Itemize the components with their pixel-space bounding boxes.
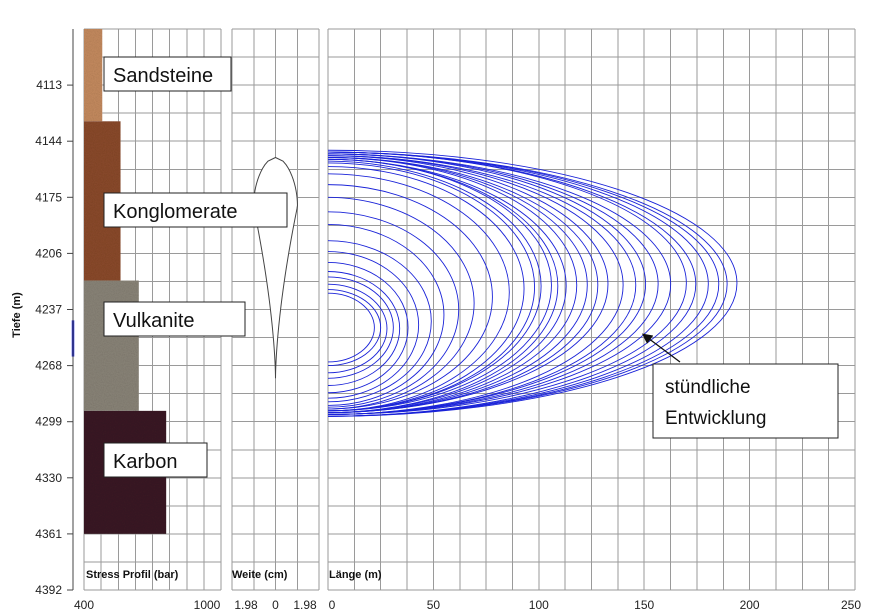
x-tick-label-length: 250: [841, 598, 861, 612]
fracture-curve: [327, 162, 535, 412]
fracture-curve: [327, 158, 567, 414]
fracture-curve: [327, 262, 409, 394]
fracture-curve: [327, 292, 375, 363]
lithology-label-vulkanite: Vulkanite: [113, 310, 195, 332]
panel-label-length: Länge (m): [329, 569, 382, 581]
lithology-label-karbon: Karbon: [113, 451, 178, 473]
y-tick-label: 4361: [35, 527, 62, 541]
fracture-curve: [327, 157, 599, 414]
fracture-curve: [327, 157, 578, 414]
aperture-profile: [253, 156, 298, 379]
fracture-curve: [327, 211, 460, 408]
y-tick-label: 4113: [36, 78, 62, 92]
x-tick-label-length: 0: [329, 598, 336, 612]
x-tick-label-length: 200: [740, 598, 760, 612]
fracture-curve: [327, 196, 475, 410]
x-tick-label-length: 50: [427, 598, 441, 612]
x-tick-label-stress: 400: [74, 598, 94, 612]
fracture-curve: [327, 153, 672, 415]
fracture-curve: [327, 153, 659, 415]
fracture-curve: [327, 151, 697, 417]
fracture-curve: [327, 240, 432, 403]
stress-bar-sandsteine: [84, 29, 103, 122]
width-panel: [253, 156, 298, 379]
lithology-labels: Sandsteine Konglomerate Vulkanite Karbon: [103, 56, 288, 478]
y-tick-label: 4392: [35, 583, 62, 597]
y-tick-label: 4144: [35, 134, 62, 148]
fracture-curve: [327, 149, 738, 417]
fracture-curve: [327, 158, 552, 412]
lithology-label-konglomerate: Konglomerate: [113, 201, 238, 223]
panel-label-stress: Stress Profil (bar): [86, 569, 179, 581]
annotation-arrow: [641, 333, 681, 363]
fracture-curve: [327, 166, 525, 412]
annotation-box: [652, 363, 839, 439]
fracture-curve: [327, 151, 687, 415]
fracture-curve: [327, 276, 394, 379]
axes: 4113 4144 4175 4206 4237 4268 4299 4330 4361 4392…: [35, 29, 861, 612]
fracture-curve: [327, 157, 588, 414]
stress-bar-vulkanite: [84, 280, 139, 411]
lithology-label-sandsteine: Sandsteine: [113, 65, 213, 87]
fracture-curve: [327, 158, 559, 414]
fracture-curve: [327, 289, 382, 367]
fracture-curve: [327, 151, 728, 417]
x-tick-label-width: 1.98: [293, 598, 317, 612]
annotation-line-2: Entwicklung: [665, 408, 766, 429]
fracture-curve: [327, 283, 388, 374]
fracture-curve: [327, 271, 401, 386]
x-tick-label-width: 1.98: [234, 598, 258, 612]
fracture-curve: [327, 155, 609, 414]
length-panel: [327, 149, 738, 417]
fracture-curve: [327, 155, 637, 415]
y-axis-label: Tiefe (m): [11, 292, 23, 338]
y-tick-label: 4299: [35, 415, 62, 429]
y-tick-label: 4330: [35, 471, 62, 485]
fracture-curve: [327, 224, 445, 406]
fracture-curve: [327, 155, 624, 415]
fracture-curve: [327, 184, 493, 410]
label-box-sandsteine: [103, 56, 232, 92]
x-tick-label-width: 0: [272, 598, 279, 612]
annotation-development: stündliche Entwicklung: [641, 333, 839, 439]
fracture-curve: [327, 173, 510, 412]
x-tick-label-length: 150: [634, 598, 654, 612]
fracture-curve: [327, 160, 542, 412]
fracture-curve: [327, 153, 647, 415]
y-tick-label: 4268: [35, 359, 62, 373]
fracture-curve: [327, 251, 420, 399]
y-tick-label: 4237: [35, 303, 62, 317]
fracture-curve: [327, 151, 720, 417]
x-tick-label-stress: 1000: [194, 598, 221, 612]
panel-label-width: Weite (cm): [232, 569, 288, 581]
fracture-curve: [327, 151, 709, 417]
y-tick-label: 4175: [35, 190, 62, 204]
y-tick-label: 4206: [35, 246, 62, 260]
x-tick-label-length: 100: [529, 598, 549, 612]
label-box-karbon: [103, 442, 208, 478]
label-box-konglomerate: [103, 192, 288, 228]
label-box-vulkanite: [103, 301, 246, 337]
annotation-line-1: stündliche: [665, 377, 751, 398]
